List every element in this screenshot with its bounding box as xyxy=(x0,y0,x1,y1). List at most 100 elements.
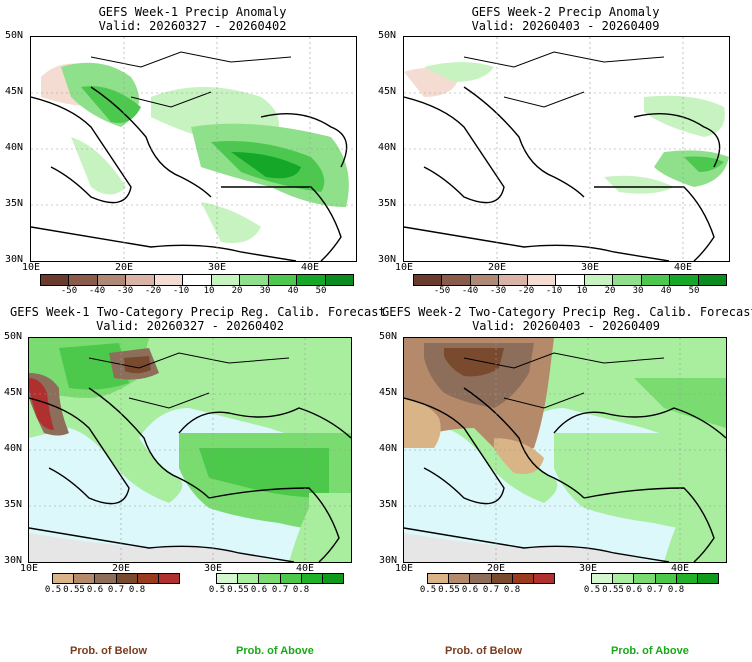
panel4-below-label: 0.6 xyxy=(461,585,479,595)
panel1-lat-45: 45N xyxy=(5,86,24,97)
panel4-lon-10: 10E xyxy=(395,563,414,574)
panel3-lat-30: 30N xyxy=(4,555,23,566)
panel1-title: GEFS Week-1 Precip Anomaly xyxy=(98,5,287,19)
panel4-field xyxy=(404,338,726,562)
panel1-cb-label: -20 xyxy=(144,286,162,296)
panel3-map xyxy=(28,337,352,563)
panel1-cb-label: 20 xyxy=(231,286,243,296)
panel3-lat-35: 35N xyxy=(4,499,23,510)
panel1-cb-label: -40 xyxy=(88,286,106,296)
panel3-caption-above: Prob. of Above xyxy=(236,645,314,657)
panel3-below-label: 0.55 xyxy=(63,585,85,595)
panel1-cb-label: -30 xyxy=(116,286,134,296)
panel2-map xyxy=(403,36,730,262)
panel2-cb-label: -20 xyxy=(517,286,535,296)
panel4-above-label: 0.7 xyxy=(646,585,664,595)
panel2-valid: Valid: 20260403 - 20260409 xyxy=(471,19,660,33)
panel1-cb-label: 50 xyxy=(315,286,327,296)
panel1-lat-40: 40N xyxy=(5,142,24,153)
panel3-above-colorbar xyxy=(216,573,344,584)
panel3-above-label: 0.8 xyxy=(292,585,310,595)
panel4-above-label: 0.8 xyxy=(667,585,685,595)
panel2-lat-40: 40N xyxy=(378,142,397,153)
panel2-cb-label: 50 xyxy=(688,286,700,296)
panel2-cb-label: 30 xyxy=(632,286,644,296)
panel2-lon-30: 30E xyxy=(581,262,600,273)
panel2-cb-label: 10 xyxy=(576,286,588,296)
panel3-field xyxy=(29,338,351,562)
panel3-title: GEFS Week-1 Two-Category Precip Reg. Cal… xyxy=(10,305,386,319)
panel4-lat-35: 35N xyxy=(379,499,398,510)
panel4-title: GEFS Week-2 Two-Category Precip Reg. Cal… xyxy=(382,305,752,319)
panel4-caption-above: Prob. of Above xyxy=(611,645,689,657)
panel3-above-label: 0.5 xyxy=(208,585,226,595)
panel3-below-label: 0.7 xyxy=(107,585,125,595)
panel3-lat-50: 50N xyxy=(4,331,23,342)
panel4-above-label: 0.5 xyxy=(583,585,601,595)
panel2-title: GEFS Week-2 Precip Anomaly xyxy=(471,5,660,19)
panel2-lat-50: 50N xyxy=(378,30,397,41)
panel2-lat-30: 30N xyxy=(378,254,397,265)
panel4-valid: Valid: 20260403 - 20260409 xyxy=(472,319,660,333)
panel1-lat-30: 30N xyxy=(5,254,24,265)
panel3-lat-40: 40N xyxy=(4,443,23,454)
panel3-above-label: 0.6 xyxy=(250,585,268,595)
panel4-below-label: 0.8 xyxy=(503,585,521,595)
panel2-lon-20: 20E xyxy=(488,262,507,273)
panel1-lon-10: 10E xyxy=(22,262,41,273)
panel1-cb-label: 40 xyxy=(287,286,299,296)
panel4-lon-40: 40E xyxy=(671,563,690,574)
panel3-above-label: 0.55 xyxy=(227,585,249,595)
panel3-lon-30: 30E xyxy=(204,563,223,574)
panel3-lon-20: 20E xyxy=(112,563,131,574)
panel1-cb-label: -10 xyxy=(172,286,190,296)
panel3-above-label: 0.7 xyxy=(271,585,289,595)
panel4-lon-30: 30E xyxy=(579,563,598,574)
panel1-cb-label: 30 xyxy=(259,286,271,296)
panel1-lon-40: 40E xyxy=(301,262,320,273)
panel2-cb-label: -50 xyxy=(433,286,451,296)
panel4-lat-50: 50N xyxy=(379,331,398,342)
panel2-anomaly-colorbar xyxy=(413,274,727,286)
panel3-below-label: 0.5 xyxy=(44,585,62,595)
panel3-below-colorbar xyxy=(52,573,180,584)
panel4-map xyxy=(403,337,727,563)
panel2-cb-label: -10 xyxy=(545,286,563,296)
panel4-lon-20: 20E xyxy=(487,563,506,574)
panel3-lat-45: 45N xyxy=(4,387,23,398)
panel3-caption-below: Prob. of Below xyxy=(70,645,147,657)
panel1-anomaly-colorbar xyxy=(40,274,354,286)
panel1-field xyxy=(31,37,356,261)
panel4-above-colorbar xyxy=(591,573,719,584)
panel2-field xyxy=(404,37,729,261)
panel2-cb-label: 40 xyxy=(660,286,672,296)
panel3-valid: Valid: 20260327 - 20260402 xyxy=(96,319,284,333)
panel1-lon-30: 30E xyxy=(208,262,227,273)
panel1-cb-label: -50 xyxy=(60,286,78,296)
panel2-lat-35: 35N xyxy=(378,198,397,209)
panel2-cb-label: -40 xyxy=(461,286,479,296)
panel4-caption-below: Prob. of Below xyxy=(445,645,522,657)
panel4-lat-40: 40N xyxy=(379,443,398,454)
panel1-lon-20: 20E xyxy=(115,262,134,273)
panel3-below-label: 0.6 xyxy=(86,585,104,595)
panel4-lat-45: 45N xyxy=(379,387,398,398)
panel1-lat-50: 50N xyxy=(5,30,24,41)
panel4-below-label: 0.55 xyxy=(438,585,460,595)
panel4-below-colorbar xyxy=(427,573,555,584)
panel2-lon-40: 40E xyxy=(674,262,693,273)
panel4-below-label: 0.5 xyxy=(419,585,437,595)
panel2-cb-label: -30 xyxy=(489,286,507,296)
panel1-valid: Valid: 20260327 - 20260402 xyxy=(98,19,287,33)
panel4-above-label: 0.55 xyxy=(602,585,624,595)
panel4-below-label: 0.7 xyxy=(482,585,500,595)
panel3-lon-40: 40E xyxy=(296,563,315,574)
panel1-lat-35: 35N xyxy=(5,198,24,209)
panel2-lat-45: 45N xyxy=(378,86,397,97)
panel4-lat-30: 30N xyxy=(379,555,398,566)
panel2-cb-label: 20 xyxy=(604,286,616,296)
panel4-above-label: 0.6 xyxy=(625,585,643,595)
panel3-lon-10: 10E xyxy=(20,563,39,574)
panel1-cb-label: 10 xyxy=(203,286,215,296)
panel1-map xyxy=(30,36,357,262)
